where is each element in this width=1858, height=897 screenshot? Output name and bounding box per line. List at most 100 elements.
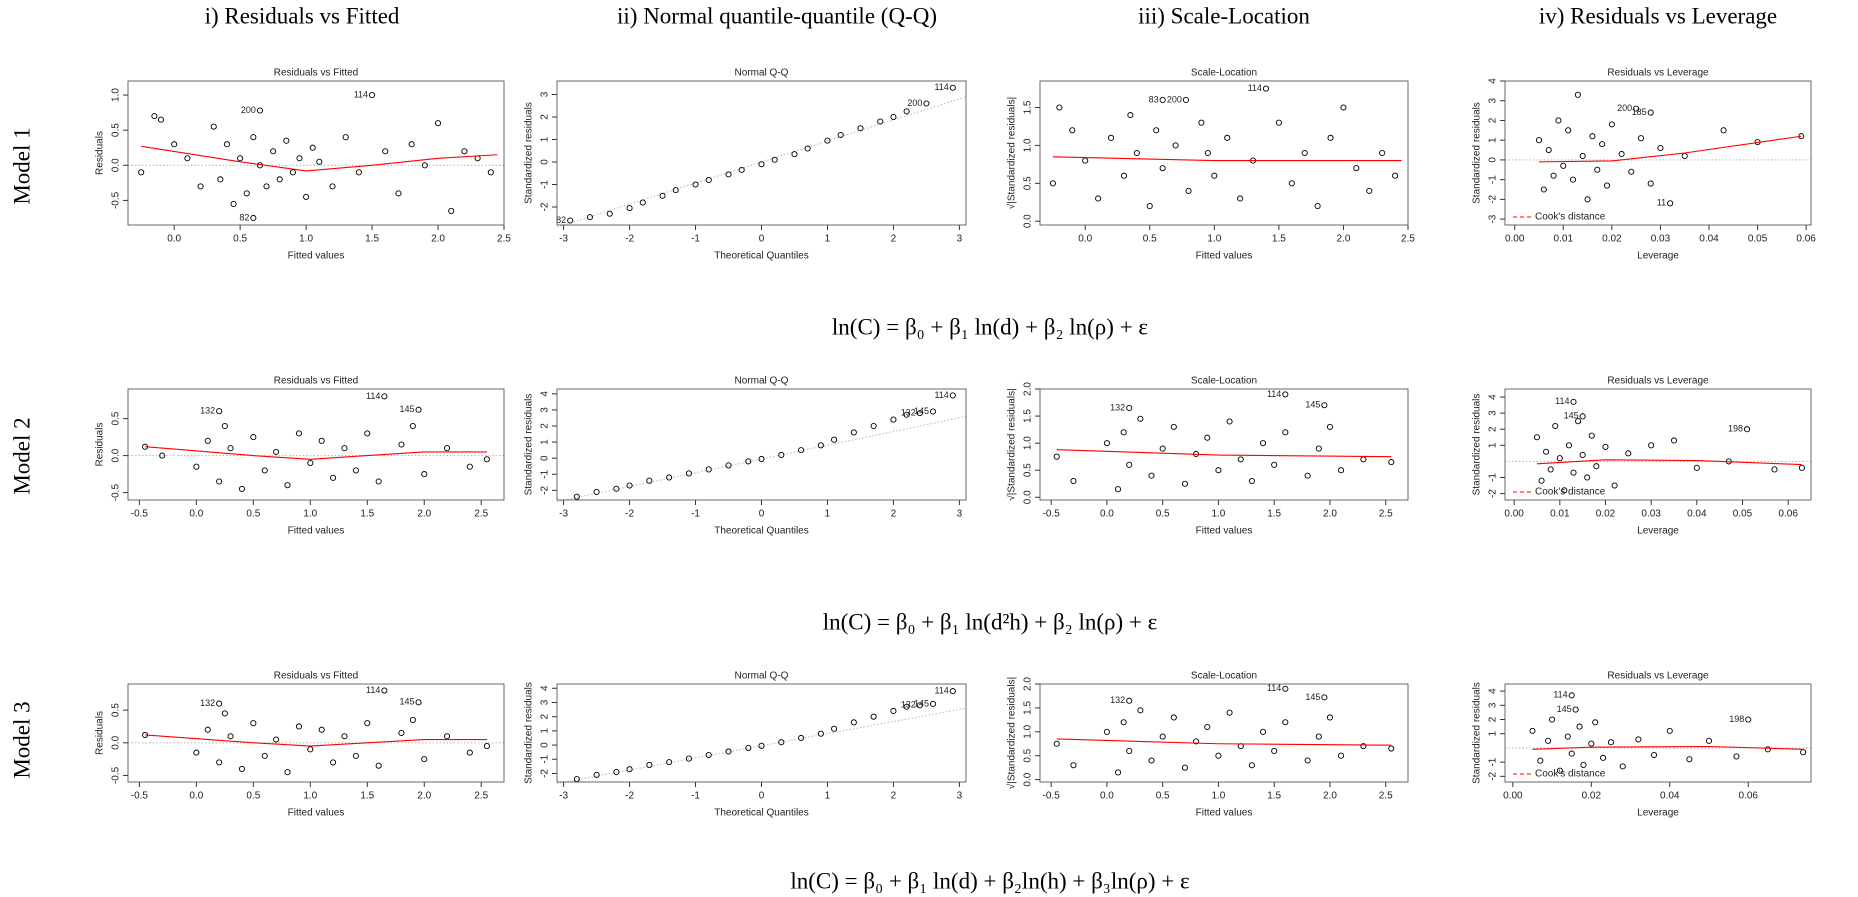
data-point [1533,434,1541,441]
data-point [646,477,653,484]
panel: Scale-Location 0.0 0.5 1.0 1.5 2.0 2.5 0.0 0.5 1.… [1006,68,1416,262]
panel: Normal Q-Q -3 -2 -1 0 1 2 3 -2 -1 0 1 2 3 4 Theoretical… [524,376,967,537]
x-tick-label: 2 [891,234,897,245]
data-point [1568,750,1575,757]
data-point [850,429,857,436]
data-point [289,169,296,176]
data-point [1584,474,1591,481]
equation: ln(C) = β₀ + β₁ ln(d²h) + β₂ ln(ρ) + ε [823,609,1158,634]
labeled-point [415,699,422,706]
data-point [705,751,712,759]
data-point [230,200,237,207]
data-point [692,181,699,188]
data-point [443,733,451,740]
x-tick-label: 0.06 [1778,509,1798,520]
data-point [1625,450,1632,457]
x-axis-label: Leverage [1637,526,1679,537]
data-point [1588,432,1595,439]
column-title: ii) Normal quantile-quantile (Q-Q) [617,3,937,28]
plot-frame [1039,80,1409,226]
data-point [1204,434,1211,441]
data-point [1127,112,1134,119]
x-tick-label: 3 [957,234,963,245]
x-tick-label: 1.0 [1211,509,1225,520]
point-label: 114 [1555,396,1569,406]
x-tick-label: -0.5 [1043,791,1061,802]
x-axis-label: Fitted values [1196,526,1253,537]
y-tick-label: 1.5 [1023,100,1034,114]
x-tick-label: 2.0 [1323,509,1337,520]
data-point [639,199,646,206]
x-tick-label: 0.0 [189,509,203,520]
data-point [1237,456,1244,463]
data-point [1326,423,1333,430]
x-tick-label: -2 [625,791,634,802]
data-point [466,463,473,470]
data-point [408,141,415,148]
data-point [1651,751,1658,759]
data-point [1327,134,1334,141]
x-tick-label: -0.5 [131,509,149,520]
data-point [1693,464,1700,471]
data-point [725,462,732,469]
line [1532,745,1804,750]
data-point [804,145,811,152]
data-point [1314,203,1321,210]
data-point [1570,469,1577,476]
point-label: 114 [934,390,948,400]
data-point [1360,456,1367,463]
y-tick-label: 2 [540,423,551,429]
point-label: 198 [1729,714,1744,724]
y-tick-label: -2 [1488,771,1499,780]
y-tick-label: 1 [1488,137,1499,143]
plot-frame [1504,80,1812,226]
data-point [1593,463,1600,470]
x-tick-label: -1 [691,509,700,520]
x-tick-label: 1.0 [299,234,313,245]
x-tick-label: 1.0 [1211,791,1225,802]
data-point [626,482,633,489]
data-point [824,137,831,144]
plot-frame [1504,388,1812,501]
x-axis-label: Fitted values [288,808,345,819]
data-point [1599,141,1606,148]
point-label: 114 [366,685,380,695]
data-point [1579,451,1586,459]
data-point [1588,740,1595,747]
data-point [870,713,877,720]
data-point [138,169,145,176]
data-point [409,422,416,430]
data-point [1592,719,1599,726]
y-tick-label: -1 [1488,175,1499,184]
data-point [295,430,302,437]
x-tick-label: 0.04 [1660,791,1680,802]
y-tick-label: 0.5 [111,411,122,425]
data-point [273,736,280,743]
data-point [398,441,405,448]
data-point [303,193,310,200]
line [1536,459,1802,466]
x-axis-label: Theoretical Quantiles [714,808,809,819]
panel: Normal Q-Q -3 -2 -1 0 1 2 3 -2 -1 0 1 2 3 4 Theoretical… [524,671,967,819]
data-point [1647,180,1654,187]
y-tick-label: 3 [1488,98,1499,104]
data-point [1619,763,1626,770]
x-tick-label: -3 [559,791,568,802]
labeled-point [1667,200,1674,207]
y-axis-label: Standardized residuals [524,102,535,204]
data-point [1798,464,1805,471]
data-point [1360,743,1367,750]
data-point [1315,733,1322,740]
panel-title: Scale-Location [1191,671,1257,682]
point-label: 132 [901,700,916,710]
x-tick-label: 2.5 [474,509,488,520]
labeled-point [1744,426,1751,433]
data-point [1565,442,1572,449]
data-point [1392,172,1399,179]
data-point [1120,172,1127,179]
data-point [758,161,765,168]
panel: Residuals vs Fitted -0.5 0.0 0.5 1.0 1.5 2.0 2.… [95,671,505,819]
x-tick-label: 1.5 [1267,791,1281,802]
equation: ln(C) = β₀ + β₁ ln(d) + β₂ln(h) + β₃ln(ρ… [790,868,1189,893]
y-tick-label: 1 [540,728,551,734]
